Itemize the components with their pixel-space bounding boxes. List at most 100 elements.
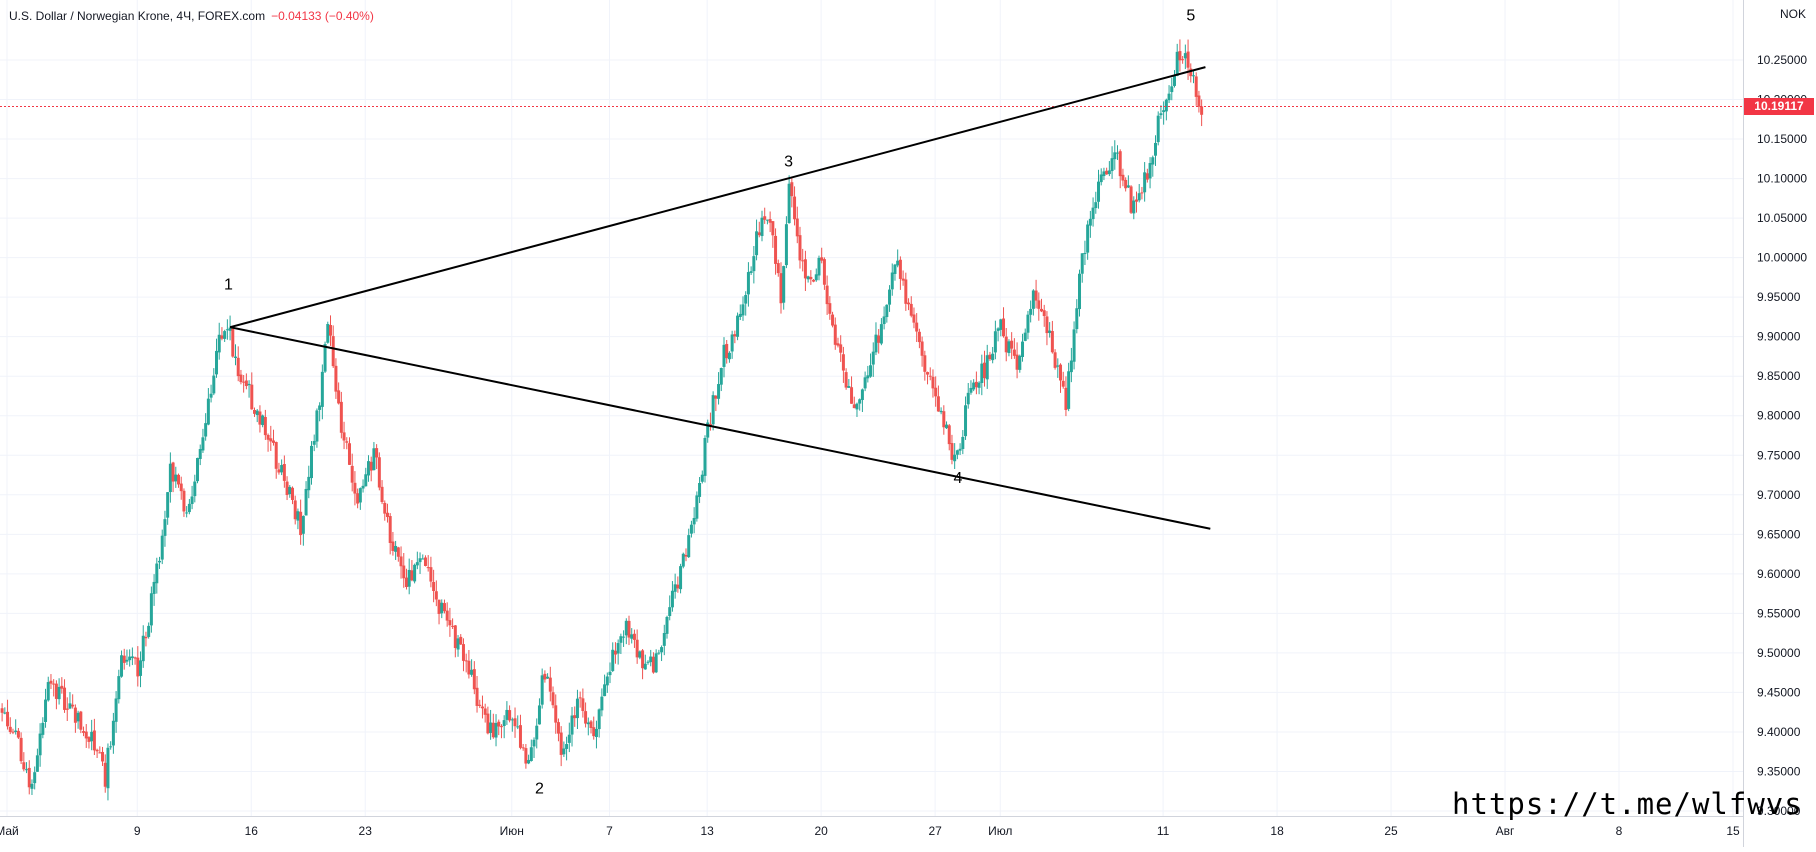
candle-body [964, 405, 968, 437]
candle-body [521, 747, 525, 749]
candle-body [741, 304, 745, 316]
x-tick-label: 18 [1270, 824, 1284, 838]
candle-body [11, 731, 15, 733]
candle-body [722, 344, 726, 367]
candle-body [548, 677, 552, 692]
candle-body [141, 635, 145, 662]
candle-body [1031, 290, 1035, 309]
candle-body [605, 676, 609, 686]
candle-body [130, 656, 134, 658]
candle-body [274, 442, 278, 469]
candle-body [844, 372, 848, 388]
candle-body [480, 706, 484, 709]
candle-body [1200, 106, 1204, 115]
x-tick-label: Май [0, 824, 19, 838]
candle-body [999, 319, 1003, 330]
candle-body [641, 650, 645, 669]
candle-body [288, 486, 292, 495]
candle-body [377, 457, 381, 488]
candle-body [258, 411, 262, 425]
candle-body [68, 703, 72, 709]
candle-body [1137, 193, 1141, 201]
candle-body [1050, 331, 1054, 353]
candle-body [784, 224, 788, 266]
candle-body [57, 686, 61, 700]
candle-body [139, 660, 143, 676]
candle-body [247, 383, 251, 386]
candle-body [299, 511, 303, 536]
candle-body [1129, 186, 1133, 213]
candle-body [950, 443, 954, 460]
candle-body [1126, 185, 1130, 188]
candle-body [1045, 316, 1049, 334]
candle-body [84, 731, 88, 739]
candle-body [114, 698, 118, 722]
candle-body [318, 405, 322, 410]
candle-body [570, 715, 574, 735]
candle-body [901, 278, 905, 281]
x-tick-label: Июл [988, 824, 1012, 838]
candle-body [698, 483, 702, 497]
candle-body [1102, 171, 1106, 177]
candle-body [1191, 75, 1195, 77]
y-tick-label: 9.80000 [1757, 409, 1801, 423]
candle-body [828, 303, 832, 314]
candle-body [603, 684, 607, 697]
candle-body [160, 535, 164, 560]
candle-body [980, 363, 984, 384]
candle-body [768, 219, 772, 223]
candle-body [624, 620, 628, 636]
candle-body [399, 556, 403, 567]
candle-body [765, 219, 769, 221]
candle-body [1121, 174, 1125, 181]
y-tick-label: 9.90000 [1757, 330, 1801, 344]
candle-body [1143, 172, 1147, 193]
candle-body [1086, 224, 1090, 253]
symbol-header[interactable]: U.S. Dollar / Norwegian Krone, 4Ч, FOREX… [9, 9, 374, 23]
candle-body [209, 393, 213, 398]
candle-body [934, 387, 938, 397]
candle-body [1078, 273, 1082, 310]
candle-body [627, 620, 631, 638]
candle-body [760, 217, 764, 237]
candle-body [228, 327, 232, 331]
candle-body [204, 423, 208, 437]
candle-body [25, 769, 29, 771]
candle-body [483, 708, 487, 715]
candle-body [453, 625, 457, 648]
candle-body [301, 516, 305, 534]
candle-body [196, 457, 200, 482]
candle-body [342, 432, 346, 441]
candle-body [307, 476, 311, 491]
candle-body [535, 725, 539, 740]
candle-body [1002, 318, 1006, 337]
candle-body [733, 334, 737, 337]
candle-body [896, 260, 900, 266]
candle-body [988, 354, 992, 360]
candle-body [402, 565, 406, 579]
candle-body [98, 752, 102, 754]
candle-body [1181, 59, 1185, 61]
candle-body [128, 656, 132, 661]
candle-body [73, 707, 77, 723]
candle-body [122, 655, 126, 663]
candle-body [1042, 310, 1046, 317]
candle-body [1170, 86, 1174, 93]
x-tick-label: Авг [1496, 824, 1515, 838]
candle-body [163, 519, 167, 536]
candle-body [345, 441, 349, 443]
candle-body [334, 365, 338, 392]
candle-body [347, 443, 351, 465]
candle-body [1189, 68, 1193, 77]
candle-body [866, 375, 870, 379]
candle-body [708, 423, 712, 426]
candle-body [223, 331, 227, 339]
candle-body [182, 490, 186, 512]
candle-body [1140, 192, 1144, 194]
candle-body [776, 263, 780, 274]
candle-body [87, 737, 91, 742]
wave-label: 4 [953, 470, 962, 487]
candle-body [888, 289, 892, 305]
